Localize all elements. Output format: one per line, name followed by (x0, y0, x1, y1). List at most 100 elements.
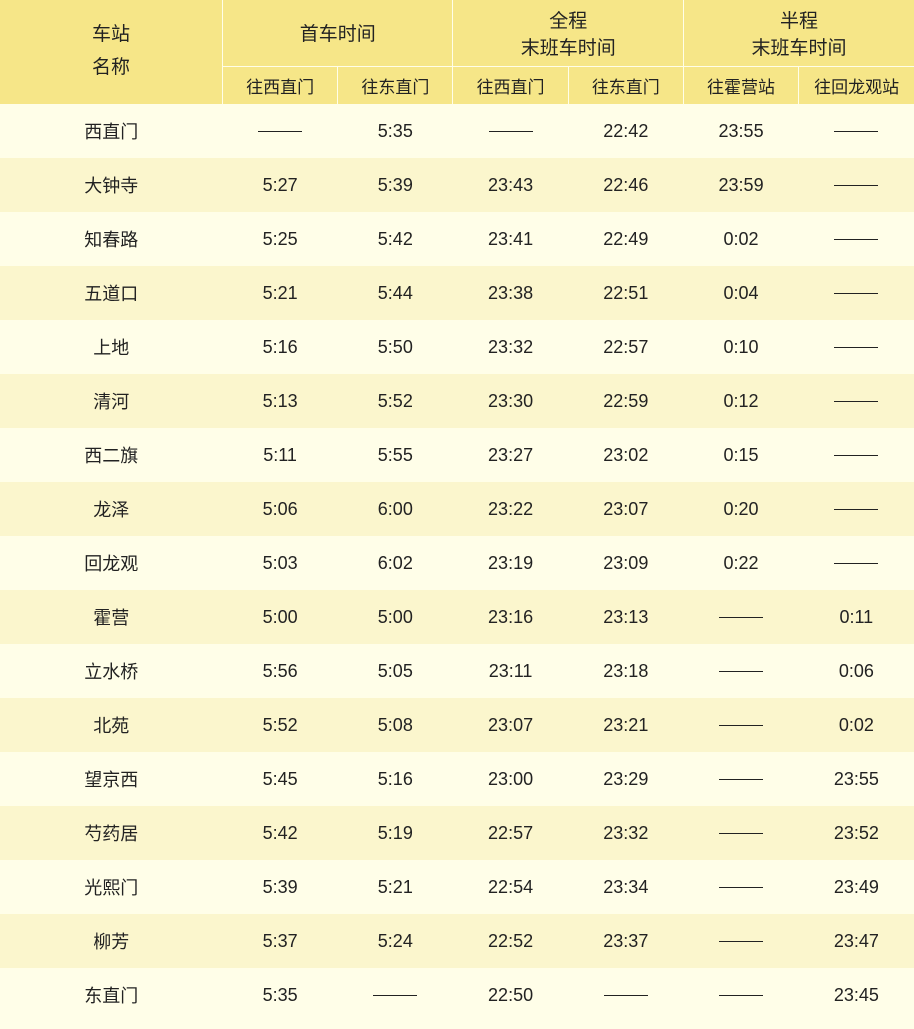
dash-icon (719, 671, 763, 672)
header-full-line2: 末班车时间 (521, 38, 616, 59)
time-cell: 23:47 (799, 914, 914, 968)
header-first-train: 首车时间 (222, 0, 452, 66)
time-cell (799, 482, 914, 536)
table-row: 东直门5:3522:5023:45 (0, 968, 914, 1022)
dash-icon (834, 347, 878, 348)
time-cell: 5:52 (222, 698, 337, 752)
table-row: 龙泽5:066:0023:2223:070:20 (0, 482, 914, 536)
station-name: 西二旗 (0, 428, 222, 482)
time-cell: 23:16 (453, 590, 568, 644)
header-station-line2: 名称 (92, 57, 130, 78)
time-cell: 5:39 (338, 158, 453, 212)
table-row: 回龙观5:036:0223:1923:090:22 (0, 536, 914, 590)
time-cell: 23:07 (568, 482, 683, 536)
time-cell (683, 968, 798, 1022)
time-cell: 5:00 (338, 590, 453, 644)
dash-icon (719, 941, 763, 942)
subheader-full-xizhimen: 往西直门 (453, 66, 568, 104)
time-cell: 23:55 (683, 104, 798, 158)
time-cell: 23:19 (453, 536, 568, 590)
table-row: 清河5:135:5223:3022:590:12 (0, 374, 914, 428)
dash-icon (719, 779, 763, 780)
table-row: 上地5:165:5023:3222:570:10 (0, 320, 914, 374)
time-cell: 23:32 (453, 320, 568, 374)
time-cell: 5:05 (338, 644, 453, 698)
time-cell: 22:46 (568, 158, 683, 212)
header-half-route: 半程 末班车时间 (683, 0, 914, 66)
time-cell: 23:18 (568, 644, 683, 698)
station-name: 东直门 (0, 968, 222, 1022)
time-cell: 22:49 (568, 212, 683, 266)
time-cell: 5:50 (338, 320, 453, 374)
table-row: 五道口5:215:4423:3822:510:04 (0, 266, 914, 320)
time-cell: 23:00 (453, 752, 568, 806)
dash-icon (834, 239, 878, 240)
header-half-line2: 末班车时间 (751, 38, 846, 59)
time-cell: 23:02 (568, 428, 683, 482)
dash-icon (719, 995, 763, 996)
time-cell: 23:34 (568, 860, 683, 914)
time-cell: 22:42 (568, 104, 683, 158)
time-cell: 0:15 (683, 428, 798, 482)
header-full-route: 全程 末班车时间 (453, 0, 683, 66)
time-cell (683, 914, 798, 968)
time-cell: 23:37 (568, 914, 683, 968)
station-name: 芍药居 (0, 806, 222, 860)
time-cell (799, 536, 914, 590)
time-cell (683, 752, 798, 806)
subheader-half-huilongguan: 往回龙观站 (799, 66, 914, 104)
dash-icon (719, 617, 763, 618)
station-name: 五道口 (0, 266, 222, 320)
time-cell: 22:52 (453, 914, 568, 968)
station-name: 立水桥 (0, 644, 222, 698)
time-cell (222, 104, 337, 158)
header-station-line1: 车站 (92, 24, 130, 45)
station-name: 北苑 (0, 698, 222, 752)
time-cell: 5:00 (222, 590, 337, 644)
time-cell: 23:55 (799, 752, 914, 806)
dash-icon (834, 455, 878, 456)
time-cell: 0:02 (799, 698, 914, 752)
time-cell: 5:27 (222, 158, 337, 212)
time-cell: 22:57 (568, 320, 683, 374)
table-row: 霍营5:005:0023:1623:130:11 (0, 590, 914, 644)
time-cell: 5:19 (338, 806, 453, 860)
time-cell: 6:02 (338, 536, 453, 590)
time-cell (799, 428, 914, 482)
station-name: 知春路 (0, 212, 222, 266)
time-cell: 23:22 (453, 482, 568, 536)
dash-icon (834, 131, 878, 132)
time-cell: 0:12 (683, 374, 798, 428)
dash-icon (834, 401, 878, 402)
subheader-first-dongzhimen: 往东直门 (338, 66, 453, 104)
table-row: 大钟寺5:275:3923:4322:4623:59 (0, 158, 914, 212)
table-row: 北苑5:525:0823:0723:210:02 (0, 698, 914, 752)
dash-icon (719, 833, 763, 834)
header-full-line1: 全程 (549, 11, 587, 32)
dash-icon (604, 995, 648, 996)
time-cell: 0:02 (683, 212, 798, 266)
time-cell: 23:21 (568, 698, 683, 752)
dash-icon (834, 509, 878, 510)
time-cell: 5:24 (338, 914, 453, 968)
time-cell: 5:13 (222, 374, 337, 428)
station-name: 西直门 (0, 104, 222, 158)
time-cell: 0:11 (799, 590, 914, 644)
station-name: 望京西 (0, 752, 222, 806)
dash-icon (719, 725, 763, 726)
time-cell: 5:42 (222, 806, 337, 860)
time-cell: 23:27 (453, 428, 568, 482)
subheader-first-xizhimen: 往西直门 (222, 66, 337, 104)
station-name: 大钟寺 (0, 158, 222, 212)
header-station: 车站 名称 (0, 0, 222, 104)
dash-icon (834, 563, 878, 564)
time-cell: 22:54 (453, 860, 568, 914)
time-cell: 5:25 (222, 212, 337, 266)
time-cell: 23:07 (453, 698, 568, 752)
dash-icon (489, 131, 533, 132)
dash-icon (373, 995, 417, 996)
train-timetable: 车站 名称 首车时间 全程 末班车时间 半程 末班车时间 往西直门 往东直门 往… (0, 0, 914, 1022)
time-cell: 5:52 (338, 374, 453, 428)
station-name: 光熙门 (0, 860, 222, 914)
time-cell: 23:41 (453, 212, 568, 266)
